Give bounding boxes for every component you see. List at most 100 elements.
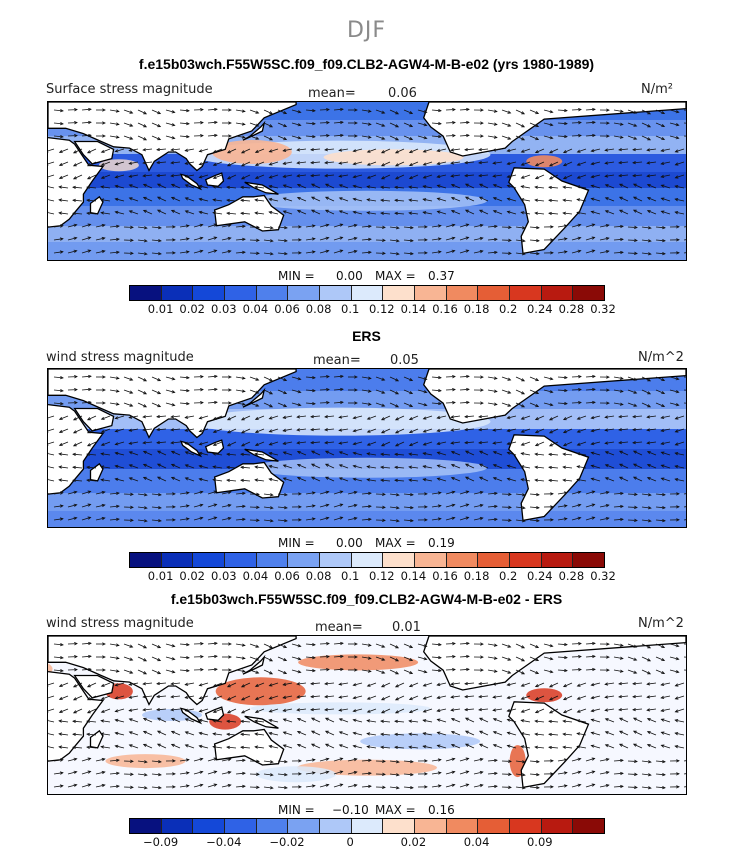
wind-vector (143, 744, 153, 749)
wind-vector-head (675, 402, 680, 407)
wind-vector (353, 428, 363, 432)
wind-vector-head (100, 696, 105, 700)
wind-vector (515, 226, 525, 229)
wind-vector-head (478, 427, 483, 432)
wind-vector (605, 428, 615, 431)
wind-vector-head (394, 443, 399, 447)
wind-vector (380, 733, 391, 736)
wind-vector-head (506, 695, 511, 700)
wind-vector-head (380, 732, 385, 736)
wind-vector-head (380, 745, 385, 749)
wind-vector (394, 720, 405, 723)
wind-vector (431, 122, 442, 125)
wind-vector (507, 161, 517, 165)
wind-vector-head (466, 654, 470, 659)
wind-vector (115, 452, 125, 456)
wind-vector-head (590, 197, 595, 201)
wind-vector-head (562, 465, 567, 469)
wind-vector-head (676, 492, 680, 496)
wind-vector-head (72, 745, 76, 750)
wind-vector (115, 708, 125, 712)
wind-vector (478, 161, 489, 164)
wind-vector-head (660, 718, 665, 722)
wind-vector-head (508, 772, 512, 776)
wind-vector (381, 441, 391, 447)
wind-vector-head (130, 785, 134, 789)
wind-vector-head (268, 429, 273, 433)
wind-vector (529, 239, 540, 242)
wind-vector (151, 519, 162, 522)
wind-vector (53, 656, 64, 659)
wind-vector-head (366, 175, 371, 179)
wind-vector (683, 252, 686, 254)
wind-vector-head (422, 478, 427, 482)
wind-vector-head (296, 210, 301, 214)
wind-vector (297, 210, 307, 215)
wind-vector-head (604, 695, 609, 699)
wind-vector (311, 196, 321, 202)
wind-vector (81, 784, 91, 788)
wind-vector-head (662, 251, 666, 256)
wind-vector-head (184, 441, 189, 445)
wind-vector-head (534, 478, 539, 482)
wind-vector-head (492, 184, 497, 188)
wind-vector-head (296, 744, 301, 748)
panel-3-colorbar-ticks: −0.09 −0.04 −0.02 0 0.02 0.04 0.09 (129, 835, 605, 849)
wind-vector (661, 682, 671, 686)
wind-vector (655, 389, 665, 394)
wind-vector (409, 453, 419, 456)
wind-vector-head (618, 173, 623, 178)
wind-vector-head (480, 388, 484, 392)
wind-vector (464, 174, 475, 177)
wind-vector (277, 402, 287, 407)
wind-vector (263, 376, 273, 382)
wind-vector-head (352, 464, 357, 468)
wind-vector (473, 504, 483, 508)
wind-vector-head (212, 149, 217, 153)
wind-vector-head (535, 657, 540, 662)
wind-vector-head (185, 504, 190, 508)
wind-vector-head (324, 148, 329, 152)
wind-vector (367, 479, 377, 482)
wind-vector-head (464, 183, 469, 187)
wind-vector-head (548, 185, 552, 190)
wind-vector-head (129, 403, 134, 407)
wind-vector (445, 643, 456, 645)
wind-vector (487, 251, 498, 254)
wind-vector-head (128, 708, 133, 712)
wind-vector (605, 731, 615, 736)
wind-vector-head (591, 249, 596, 253)
wind-vector (431, 492, 441, 495)
wind-vector-head (564, 108, 568, 113)
wind-vector-head (172, 518, 176, 522)
wind-vector (255, 479, 265, 482)
wind-vector (451, 197, 461, 202)
wind-vector (459, 121, 470, 124)
wind-vector-head (452, 642, 456, 646)
wind-vector (207, 491, 217, 495)
wind-vector-head (338, 464, 343, 468)
wind-vector (283, 731, 293, 736)
wind-vector-head (59, 668, 64, 673)
wind-vector (165, 656, 175, 660)
wind-vector (647, 184, 657, 189)
wind-vector (632, 174, 643, 177)
wind-vector (501, 122, 511, 127)
wind-vector-head (633, 403, 638, 407)
wind-vector-head (380, 176, 385, 180)
wind-vector (403, 506, 414, 509)
wind-vector (249, 656, 259, 661)
wind-vector (465, 209, 475, 215)
wind-vector (459, 504, 469, 508)
wind-vector (543, 669, 553, 673)
wind-vector-head (339, 249, 344, 253)
wind-vector-head (310, 730, 315, 734)
wind-vector-head (520, 478, 525, 482)
panel-1-min-value: 0.00 (336, 269, 363, 283)
wind-vector-head (310, 463, 315, 467)
wind-vector (380, 199, 391, 202)
wind-vector-head (142, 415, 147, 419)
wind-vector-head (633, 390, 638, 394)
wind-vector (535, 746, 545, 749)
wind-vector (501, 135, 511, 140)
